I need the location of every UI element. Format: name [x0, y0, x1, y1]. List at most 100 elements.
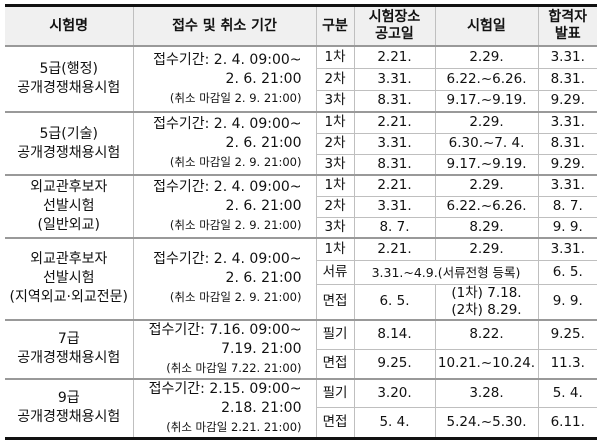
exam-name: 5급(행정) 공개경쟁채용시험	[5, 45, 134, 113]
header-line: 발표	[554, 26, 581, 42]
header-row: 시험명 접수 및 취소 기간 구분 시험장소 공고일 시험일 합격자 발표	[5, 5, 597, 47]
category: 서류	[315, 259, 355, 285]
category: 1차	[315, 45, 355, 69]
cancel-deadline: (취소 마감일 7.22. 21:00)	[166, 360, 302, 375]
venue-notice-date: 3.31.	[353, 67, 436, 91]
exam-date: 9.17.~9.19.	[434, 89, 539, 113]
exam-name-line: 7급	[57, 331, 80, 347]
application-period: 접수기간: 7.16. 09:00~ 7.19. 21:00 (취소 마감일 7.2…	[132, 318, 317, 379]
period-line: 2.18. 21:00	[221, 399, 302, 416]
period-line: 2. 6. 21:00	[225, 135, 302, 151]
header-category: 구분	[315, 5, 355, 47]
result-date: 3.31.	[537, 174, 597, 197]
category: 면접	[315, 406, 355, 439]
application-period: 접수기간: 2.15. 09:00~ 2.18. 21:00 (취소 마감일 2.2…	[132, 377, 317, 439]
exam-date: 2.29.	[434, 237, 539, 261]
header-line: 합격자	[548, 9, 588, 25]
venue-notice-date: 5. 4.	[353, 406, 436, 439]
exam-name-line: 5급(기술)	[39, 125, 98, 142]
exam-name: 외교관후보자 선발시험 (일반외교)	[5, 174, 134, 239]
category: 1차	[315, 111, 355, 134]
cancel-deadline: (취소 마감일 2. 9. 21:00)	[169, 218, 302, 232]
exam-date: 8.22.	[434, 318, 539, 350]
category: 3차	[315, 89, 355, 113]
category: 필기	[315, 318, 355, 350]
exam-date: 6.22.~6.26.	[434, 195, 539, 218]
venue-notice-date: 3.20.	[353, 377, 436, 408]
period-line: 접수기간: 2. 4. 09:00~	[153, 179, 302, 195]
venue-notice-date: 2.21.	[353, 237, 436, 261]
exam-name: 외교관후보자 선발시험 (지역외교·외교전문)	[5, 237, 134, 320]
exam-date: 5.24.~5.30.	[434, 406, 539, 439]
venue-notice-date: 8.31.	[353, 153, 436, 176]
venue-notice-date: 8.14.	[353, 318, 436, 350]
category: 1차	[315, 237, 355, 261]
result-date: 11.3.	[537, 348, 597, 379]
exam-name-line: 선발시험	[42, 270, 95, 287]
table-row: 3차 8. 7. 8.29. 9. 9.	[5, 216, 597, 239]
period-line: 접수기간: 2.15. 09:00~	[148, 380, 302, 397]
venue-notice-date: 2.21.	[353, 111, 436, 134]
header-line: 공고일	[375, 26, 414, 42]
table-row: 5급(기술) 공개경쟁채용시험 접수기간: 2. 4. 09:00~ 2. 6. 21…	[5, 111, 597, 176]
period-line: 접수기간: 7.16. 09:00~	[148, 321, 302, 338]
result-date: 8.31.	[537, 67, 597, 91]
period-line: 2. 6. 21:00	[225, 70, 302, 87]
cancel-deadline: (취소 마감일 2. 9. 21:00)	[169, 290, 302, 305]
table-row: 9급 공개경쟁채용시험 접수기간: 2.15. 09:00~ 2.18. 21:00 (…	[5, 377, 597, 439]
result-date: 6. 5.	[537, 259, 597, 285]
exam-date: 2.29.	[434, 45, 539, 69]
period-line: 접수기간: 2. 4. 09:00~	[153, 116, 302, 132]
exam-name-line: 선발시험	[42, 198, 95, 214]
exam-date: 6.30.~7. 4.	[434, 132, 539, 155]
result-date: 3.31.	[537, 45, 597, 69]
table-row: 외교관후보자 선발시험 (일반외교) 접수기간: 2. 4. 09:00~ 2. 6. …	[5, 174, 597, 239]
result-date: 6.11.	[537, 406, 597, 439]
header-line: 시험장소	[368, 9, 421, 25]
exam-name-line: 공개경쟁채용시험	[17, 80, 121, 96]
exam-date-line: (1차) 7.18.	[451, 284, 522, 301]
category: 2차	[315, 195, 355, 218]
header-exam-date: 시험일	[434, 5, 539, 47]
table-row: 3차 8.31. 9.17.~9.19. 9.29.	[5, 153, 597, 176]
period-line: 접수기간: 2. 4. 09:00~	[153, 251, 302, 268]
exam-schedule-table: 시험명 접수 및 취소 기간 구분 시험장소 공고일 시험일 합격자 발표 5급(행정) 공개경…	[5, 4, 597, 440]
result-date: 8. 7.	[537, 195, 597, 218]
period-line: 2. 6. 21:00	[225, 270, 302, 287]
exam-name: 5급(기술) 공개경쟁채용시험	[5, 111, 134, 176]
result-date: 9.29.	[537, 89, 597, 113]
category: 면접	[315, 348, 355, 379]
exam-name-line: 9급	[57, 390, 80, 406]
category: 1차	[315, 174, 355, 197]
venue-notice-date: 3.31.~4.9.(서류전형 등록)	[353, 259, 539, 285]
table-row: 면접 6. 5. (1차) 7.18. (2차) 8.29. 9. 9.	[5, 283, 597, 320]
venue-notice-date: 3.31.	[353, 195, 436, 218]
header-period: 접수 및 취소 기간	[132, 5, 317, 47]
application-period: 접수기간: 2. 4. 09:00~ 2. 6. 21:00 (취소 마감일 2. …	[132, 237, 317, 320]
category: 2차	[315, 132, 355, 155]
period-line: 7.19. 21:00	[221, 340, 302, 357]
exam-name-line: 공개경쟁채용시험	[17, 409, 121, 425]
exam-date: 6.22.~6.26.	[434, 67, 539, 91]
exam-name-line: (지역외교·외교전문)	[9, 289, 128, 306]
exam-date: 9.17.~9.19.	[434, 153, 539, 176]
period-line: 접수기간: 2. 4. 09:00~	[153, 51, 302, 68]
exam-name-line: 5급(행정)	[39, 61, 98, 77]
application-period: 접수기간: 2. 4. 09:00~ 2. 6. 21:00 (취소 마감일 2. …	[132, 111, 317, 176]
venue-notice-date: 3.31.	[353, 132, 436, 155]
header-result: 합격자 발표	[537, 5, 597, 47]
category: 2차	[315, 67, 355, 91]
result-date: 3.31.	[537, 237, 597, 261]
table-row: 3차 8.31. 9.17.~9.19. 9.29.	[5, 89, 597, 113]
cancel-deadline: (취소 마감일 2. 9. 21:00)	[169, 90, 302, 105]
category: 3차	[315, 216, 355, 239]
result-date: 9. 9.	[537, 216, 597, 239]
application-period: 접수기간: 2. 4. 09:00~ 2. 6. 21:00 (취소 마감일 2. …	[132, 45, 317, 113]
category: 필기	[315, 377, 355, 408]
table-row: 5급(행정) 공개경쟁채용시험 접수기간: 2. 4. 09:00~ 2. 6. 21…	[5, 45, 597, 113]
exam-name-line: 공개경쟁채용시험	[17, 350, 121, 366]
exam-date: 10.21.~10.24.	[434, 348, 539, 379]
